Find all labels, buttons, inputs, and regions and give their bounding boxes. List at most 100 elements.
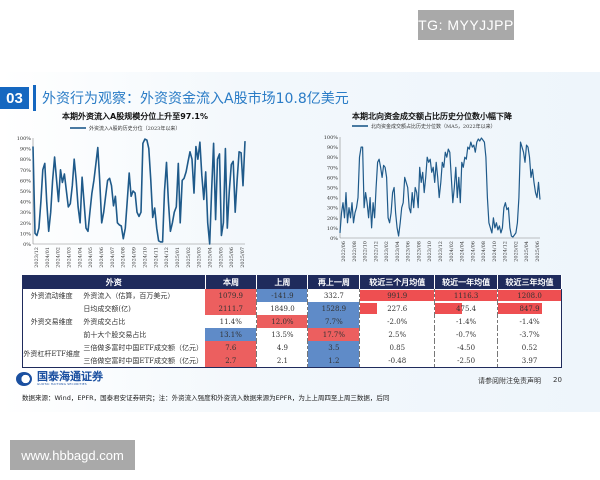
- y-tick-label: 0%: [330, 236, 338, 242]
- x-tick-label: 2024/01: [45, 247, 51, 268]
- legend-label: 北向资金成交额占比历史分位数（MA5，2022年以来）: [371, 123, 496, 130]
- y-tick-label: 100%: [324, 135, 339, 141]
- page-number: 20: [553, 376, 562, 384]
- x-tick-label: 2023/10: [427, 241, 433, 262]
- section-divider: [33, 85, 36, 111]
- value-cell: 7.6: [205, 341, 258, 354]
- data-bar: [498, 303, 543, 314]
- cell-value: 1079.9: [218, 291, 244, 300]
- value-cell: 0.85: [359, 341, 436, 354]
- y-tick-label: 50%: [20, 189, 31, 195]
- value-cell: -1.4%: [497, 315, 562, 328]
- series-line: [32, 138, 246, 245]
- x-tick-label: 2023/06: [406, 241, 412, 262]
- x-tick-label: 2022/08: [352, 241, 358, 262]
- header-cell: 较近三年均值: [497, 275, 562, 289]
- y-tick-label: 50%: [327, 186, 338, 192]
- section-number: 03: [0, 87, 29, 109]
- x-tick-label: 2024/02: [56, 247, 62, 268]
- y-tick-label: 90%: [327, 145, 338, 151]
- value-cell: -4.50: [434, 341, 499, 354]
- x-tick-label: 2023/12: [34, 247, 40, 268]
- x-tick-label: 2024/07: [110, 247, 116, 268]
- row-label: 日均成交额(亿): [83, 304, 131, 313]
- cell-value: 227.6: [387, 304, 408, 313]
- cell-value: -2.0%: [387, 317, 408, 326]
- y-tick-label: 20%: [327, 216, 338, 222]
- x-tick-label: 2023/02: [384, 241, 390, 262]
- cell-value: -141.9: [271, 291, 294, 300]
- x-tick-label: 2023/08: [416, 241, 422, 262]
- table-row: 外资流动维度 外资流入（估算，百万美元） 1079.9 -141.9 332.7 991.…: [23, 289, 562, 302]
- y-tick-label: 20%: [20, 221, 31, 227]
- logo-text: 国泰海通证券: [37, 370, 103, 383]
- y-tick-label: 40%: [327, 196, 338, 202]
- y-tick-label: 80%: [327, 155, 338, 161]
- y-tick-label: 30%: [20, 210, 31, 216]
- x-tick-label: 2024/03: [67, 247, 73, 268]
- cell-value: 12.0%: [271, 317, 294, 326]
- value-cell: 4.9: [256, 341, 309, 354]
- x-tick-label: 2024/12: [164, 247, 170, 268]
- source-note: 数据来源：Wind，EPFR，国泰君安证券研究；注：外资流入强度和外资流入数据来…: [22, 394, 390, 402]
- cell-value: 0.85: [389, 343, 406, 352]
- y-tick-label: 60%: [327, 175, 338, 181]
- cell-value: -0.7%: [456, 330, 477, 339]
- cell-value: 7.7%: [324, 317, 343, 326]
- x-tick-label: 2025/07: [240, 247, 246, 268]
- cell-value: 13.1%: [219, 330, 242, 339]
- cell-value: -4.50: [457, 343, 476, 352]
- x-tick-label: 2024/05: [88, 247, 94, 268]
- table-row: 前十大个股交易占比 13.1% 13.5% 17.7% 2.5% -0.7% -3.7%: [23, 328, 562, 341]
- y-tick-label: 70%: [327, 165, 338, 171]
- value-cell: -3.7%: [497, 328, 562, 341]
- data-bar: [435, 290, 498, 301]
- x-tick-label: 2024/09: [132, 247, 138, 268]
- cell-value: -1.4%: [456, 317, 477, 326]
- cell-value: 1528.9: [321, 304, 347, 313]
- cell-value: 1208.0: [517, 291, 542, 300]
- value-cell: -0.48: [359, 354, 436, 368]
- series-line: [339, 137, 541, 238]
- cell-value: 3.5: [328, 343, 340, 352]
- table-row: 外资成交占比 11.4% 12.0% 7.7% -2.0% -1.4% -1.4%: [23, 315, 562, 328]
- value-cell: 991.9: [359, 289, 436, 302]
- cell-value: 1849.0: [270, 304, 295, 313]
- value-cell: 3.97: [497, 354, 562, 368]
- cell-value: -2.50: [457, 356, 476, 365]
- y-tick-label: 10%: [20, 231, 31, 237]
- cell-value: -3.7%: [519, 330, 540, 339]
- cell-value: 1.2: [328, 356, 340, 365]
- value-cell: 227.6: [359, 302, 436, 315]
- value-cell: -141.9: [256, 289, 309, 302]
- cell-value: 2.7: [225, 356, 237, 365]
- cell-value: 3.97: [521, 356, 538, 365]
- y-tick-label: 80%: [20, 157, 31, 163]
- value-cell: 1.2: [307, 354, 361, 368]
- value-cell: 13.5%: [256, 328, 309, 341]
- header-cell: 较近一年均值: [434, 275, 499, 289]
- x-tick-label: 2024/02: [449, 241, 455, 262]
- x-tick-label: 2024/04: [460, 241, 466, 262]
- legend-label: 外资流入A股的历史分位（2023年以来）: [89, 125, 180, 132]
- table-row: 外资交易维度 日均成交额(亿) 2111.7 1849.0 1528.9 227.6 475…: [23, 302, 562, 326]
- chart1-title: 本期外资流入A股规模分位上升至97.1%: [62, 112, 208, 121]
- y-tick-label: 70%: [20, 168, 31, 174]
- value-cell: 2.1: [256, 354, 309, 368]
- x-tick-label: 2025/04: [524, 241, 530, 262]
- x-tick-label: 2025/01: [175, 247, 181, 268]
- cell-value: 1116.3: [453, 291, 479, 300]
- disclaimer-link[interactable]: 请参阅附注免责声明: [478, 377, 541, 385]
- watermark-bottom: www.hbbagd.com: [10, 440, 135, 470]
- x-tick-label: 2024/10: [142, 247, 148, 268]
- x-tick-label: 2024/08: [481, 241, 487, 262]
- cell-value: 332.7: [323, 291, 344, 300]
- x-tick-label: 2025/05: [218, 247, 224, 268]
- logo-subtext: GUOTAI HAITONG SECURITIES: [37, 382, 87, 386]
- charts-canvas: 0% 10% 20% 30% 40% 50% 60% 70% 80% 90% 100% 2023/12…: [17, 123, 541, 268]
- x-tick-label: 2024/06: [470, 241, 476, 262]
- y-tick-label: 60%: [20, 178, 31, 184]
- x-tick-label: 2022/06: [341, 241, 347, 262]
- section-title: 外资行为观察：外资资金流入A股市场10.8亿美元: [42, 91, 349, 107]
- x-tick-label: 2025/02: [513, 241, 519, 262]
